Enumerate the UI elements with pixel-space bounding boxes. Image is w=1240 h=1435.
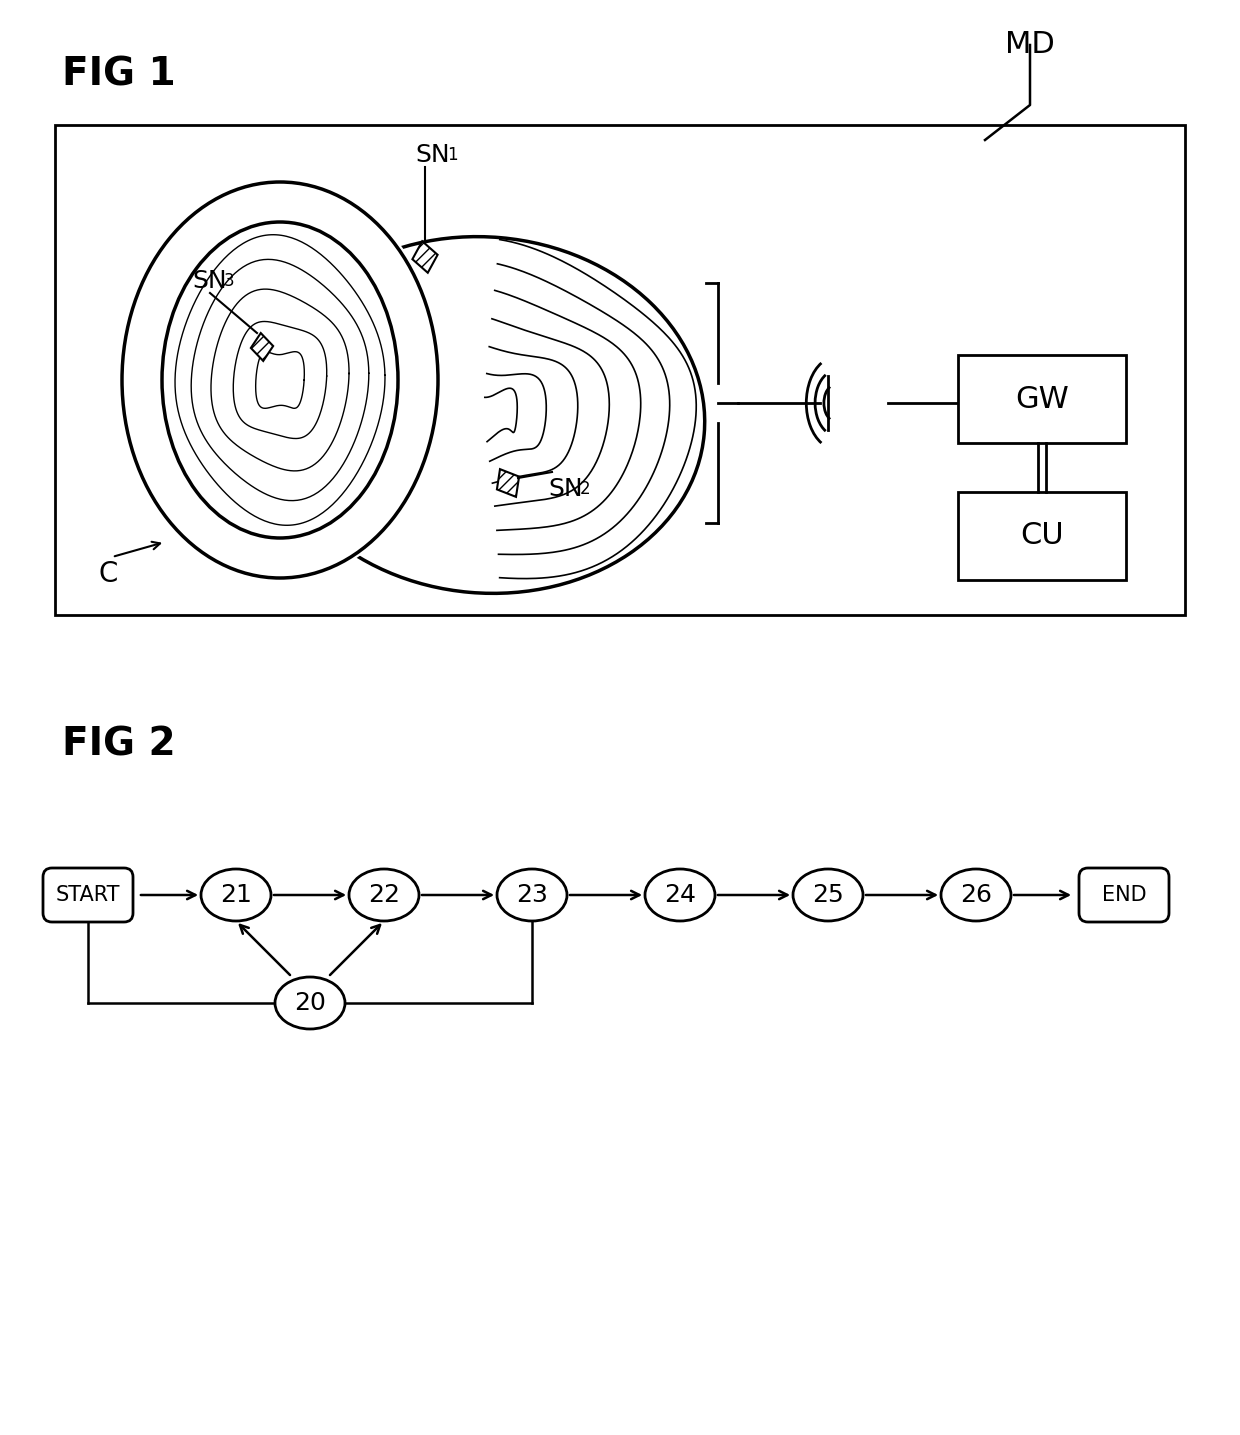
Ellipse shape (265, 237, 704, 593)
Text: MD: MD (1006, 30, 1055, 59)
Text: 25: 25 (812, 883, 844, 907)
FancyBboxPatch shape (43, 868, 133, 923)
Ellipse shape (497, 870, 567, 921)
Text: 24: 24 (663, 883, 696, 907)
Text: 26: 26 (960, 883, 992, 907)
Text: SN: SN (192, 268, 227, 293)
Text: 23: 23 (516, 883, 548, 907)
FancyBboxPatch shape (1079, 868, 1169, 923)
Text: CU: CU (1021, 521, 1064, 551)
Ellipse shape (645, 870, 715, 921)
Polygon shape (413, 241, 438, 273)
Polygon shape (250, 333, 273, 362)
Text: START: START (56, 885, 120, 905)
Text: FIG 2: FIG 2 (62, 725, 176, 763)
Bar (959, 492, 1126, 580)
Text: GW: GW (1016, 385, 1069, 413)
Ellipse shape (794, 870, 863, 921)
Polygon shape (497, 469, 520, 497)
Text: END: END (1101, 885, 1146, 905)
Ellipse shape (118, 178, 441, 583)
Ellipse shape (162, 222, 398, 538)
Ellipse shape (275, 977, 345, 1029)
Ellipse shape (122, 182, 438, 578)
Text: 1: 1 (446, 146, 458, 164)
Bar (959, 354, 1126, 443)
Bar (55, 125, 1185, 616)
Text: SN: SN (415, 144, 450, 166)
Text: 2: 2 (580, 479, 590, 498)
Text: SN: SN (548, 476, 583, 501)
Text: FIG 1: FIG 1 (62, 55, 176, 93)
Ellipse shape (941, 870, 1011, 921)
Ellipse shape (201, 870, 272, 921)
Text: 20: 20 (294, 992, 326, 1015)
Ellipse shape (348, 870, 419, 921)
Text: 3: 3 (224, 273, 234, 290)
Text: 22: 22 (368, 883, 401, 907)
Text: C: C (98, 560, 118, 588)
Text: 21: 21 (219, 883, 252, 907)
